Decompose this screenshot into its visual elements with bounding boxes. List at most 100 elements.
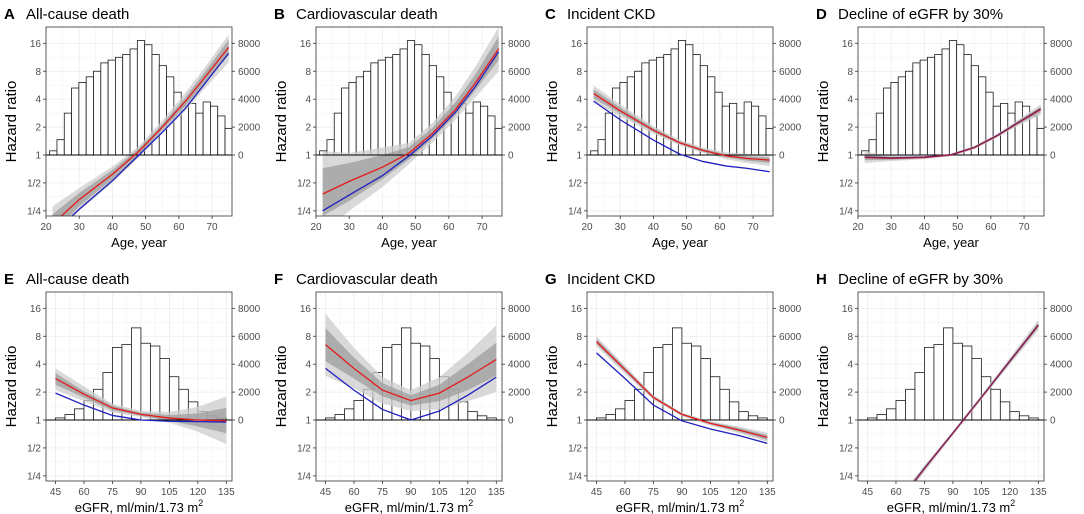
histogram-bar (721, 105, 730, 156)
histogram-bar (883, 87, 892, 156)
y-tick-label: 2 (576, 388, 582, 399)
x-tick-label: 45 (591, 487, 603, 498)
count-tick-label: 4000 (1050, 95, 1073, 106)
x-tick-label: 40 (919, 222, 931, 233)
histogram-bar (677, 40, 687, 156)
x-axis-label-text: Age, year (923, 235, 979, 250)
count-tick-label: 2000 (1050, 123, 1073, 134)
panel-B: 1/4 1/2 1 2 4 8 16 0 2000 4000 6000 8000 20 30 40 50 60 7… (273, 6, 531, 250)
x-tick-label: 75 (648, 487, 660, 498)
histogram-bar (999, 401, 1011, 421)
histogram-bar (685, 44, 694, 156)
histogram-bar (624, 400, 635, 421)
x-axis-label-superscript: 2 (739, 498, 744, 508)
y-tick-label: 4 (305, 360, 311, 371)
panel-F: 1/4 1/2 1 2 4 8 16 0 2000 4000 6000 8000 45 60 75 90 105… (273, 271, 531, 514)
x-axis-label-text: eGFR, ml/min/1.73 m (616, 500, 740, 514)
histogram-bar (707, 76, 716, 156)
x-tick-label: 70 (748, 222, 760, 233)
histogram-bar (494, 128, 502, 156)
histogram-bar (941, 48, 950, 156)
y-tick-label: 2 (576, 123, 582, 134)
panel-border (315, 291, 503, 482)
histogram-bar (217, 115, 226, 156)
count-tick-label: 8000 (1050, 304, 1073, 315)
count-tick-label: 0 (779, 416, 785, 427)
x-tick-label: 135 (1030, 487, 1047, 498)
y-tick-label: 16 (30, 304, 42, 315)
count-tick-label: 0 (1050, 416, 1056, 427)
panel-D: 1/4 1/2 1 2 4 8 16 0 2000 4000 6000 8000 20 30 40 50 60 7… (815, 6, 1073, 250)
panel-letter: G (545, 271, 557, 288)
histogram-bar (963, 54, 972, 156)
histogram-bar (487, 115, 496, 156)
histogram-bar (348, 82, 357, 156)
x-axis-label-text: eGFR, ml/min/1.73 m (887, 500, 1011, 514)
histogram-bar (729, 102, 738, 156)
x-tick-label: 105 (973, 487, 990, 498)
histogram-bar (406, 40, 416, 156)
x-tick-label: 30 (615, 222, 627, 233)
y-tick-label: 16 (842, 39, 854, 50)
histogram-bar (465, 112, 474, 156)
y-tick-label: 8 (305, 332, 311, 343)
histogram-bar (905, 388, 916, 421)
y-tick-label: 1 (305, 416, 311, 427)
count-tick-label: 2000 (779, 123, 802, 134)
x-tick-label: 30 (886, 222, 898, 233)
histogram-bar (719, 388, 730, 421)
count-tick-label: 8000 (238, 304, 261, 315)
histogram-bar (890, 82, 899, 156)
x-tick-label: 20 (40, 222, 52, 233)
panel-letter: C (545, 6, 556, 23)
count-tick-label: 4000 (779, 95, 802, 106)
histogram-bar (224, 128, 232, 156)
y-tick-label: 4 (576, 95, 582, 106)
series-line-red (325, 344, 497, 402)
histogram-bar (100, 62, 109, 156)
y-tick-label: 4 (305, 95, 311, 106)
histogram-bar (919, 59, 928, 156)
x-tick-label: 50 (140, 222, 152, 233)
histogram (596, 327, 768, 421)
panel-title: Cardiovascular death (296, 271, 438, 288)
x-axis-label: eGFR, ml/min/1.73 m2 (616, 498, 745, 514)
histogram-bar (943, 327, 954, 421)
x-tick-label: 120 (459, 487, 476, 498)
y-tick-label: 1 (576, 151, 582, 162)
x-tick-label: 30 (74, 222, 86, 233)
y-axis-label: Hazard ratio (815, 346, 832, 428)
histogram-bar (392, 54, 401, 156)
histogram-bar (480, 105, 489, 156)
histogram-bar (202, 101, 211, 156)
histogram-bar (747, 415, 759, 421)
x-axis-label: Age, year (111, 235, 167, 250)
histogram-bar (71, 87, 80, 156)
series-line-blue (596, 352, 768, 444)
y-tick-label: 8 (576, 67, 582, 78)
x-tick-label: 40 (107, 222, 119, 233)
y-tick-label: 16 (30, 39, 42, 50)
y-tick-label: 1/2 (27, 178, 41, 189)
y-tick-label: 4 (35, 95, 41, 106)
y-tick-label: 1/4 (297, 206, 311, 217)
y-tick-label: 1 (35, 151, 41, 162)
histogram (861, 40, 1044, 156)
count-tick-label: 0 (1050, 151, 1056, 162)
x-tick-label: 105 (702, 487, 719, 498)
x-tick-label: 50 (952, 222, 964, 233)
count-tick-label: 6000 (779, 67, 802, 78)
plot-area (316, 27, 502, 216)
histogram-bar (1014, 101, 1023, 156)
count-tick-label: 8000 (779, 39, 802, 50)
x-axis-label: eGFR, ml/min/1.73 m2 (887, 498, 1016, 514)
histogram-bar (605, 414, 616, 421)
series-line-red (593, 92, 770, 161)
y-tick-label: 8 (305, 67, 311, 78)
histogram-bar (634, 70, 643, 156)
histogram-bar (188, 102, 197, 156)
histogram-bar (85, 76, 94, 156)
y-tick-label: 1 (35, 416, 41, 427)
series-line-red (596, 341, 768, 438)
